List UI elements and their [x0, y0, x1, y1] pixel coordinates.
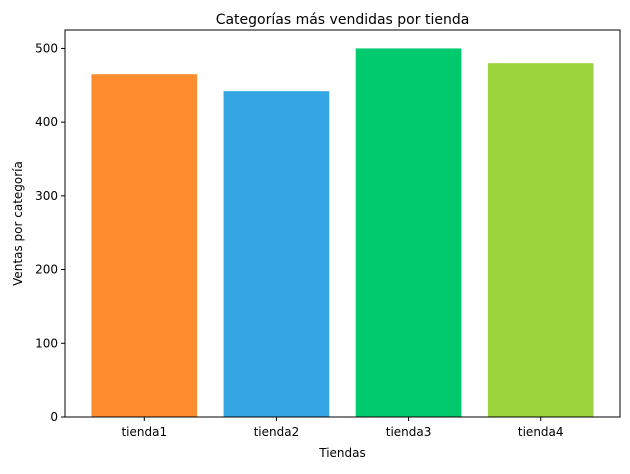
plot-area: tienda1 tienda2 tienda3 tienda4 0 100 200 300 40… — [35, 41, 594, 439]
x-tick-label: tienda1 — [121, 425, 167, 439]
x-tick-label: tienda2 — [254, 425, 300, 439]
x-axis-label: Tiendas — [318, 446, 366, 460]
y-tick-label: 300 — [35, 189, 58, 203]
y-axis-label: Ventas por categoría — [11, 161, 25, 286]
y-tick-label: 400 — [35, 115, 58, 129]
bar-tienda3 — [355, 48, 462, 418]
y-tick-label: 200 — [35, 263, 58, 277]
y-tick-label: 0 — [50, 410, 58, 424]
y-tick-label: 500 — [35, 41, 58, 55]
x-tick-label: tienda4 — [518, 425, 564, 439]
bar-tienda2 — [223, 91, 330, 417]
x-tick-label: tienda3 — [386, 425, 432, 439]
chart-title: Categorías más vendidas por tienda — [216, 12, 470, 28]
y-tick-label: 100 — [35, 336, 58, 350]
bar-tienda4 — [487, 63, 594, 418]
plot-frame — [64, 29, 621, 418]
bar-tienda1 — [91, 74, 198, 417]
